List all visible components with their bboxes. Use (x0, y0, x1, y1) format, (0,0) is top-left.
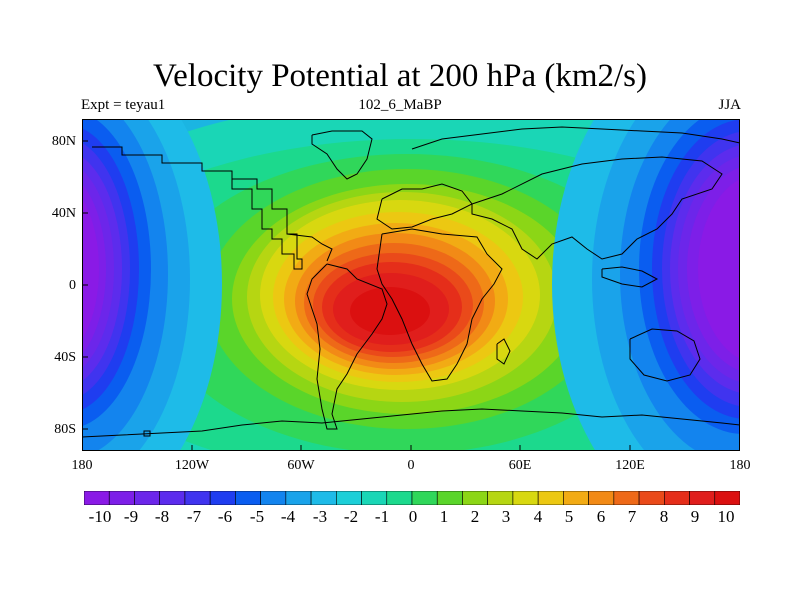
colorbar-label: -8 (154, 507, 170, 526)
colorbar-box (134, 491, 160, 505)
season-label: JJA (718, 97, 741, 113)
colorbar-label: 3 (501, 507, 511, 526)
colorbar-box (386, 491, 413, 505)
colorbar-box (436, 491, 463, 505)
colorbar-box (310, 491, 337, 505)
lat-label-80s: 80S (54, 422, 76, 437)
colorbar-box (235, 491, 261, 505)
experiment-label: Expt = teyau1 (81, 97, 166, 113)
colorbar-box (260, 491, 287, 505)
colorbar-box (664, 491, 690, 505)
colorbar-box (563, 491, 589, 505)
case-label: 102_6_MaBP (358, 97, 442, 113)
velocity-potential-map (82, 119, 740, 451)
colorbar-box (336, 491, 362, 505)
lon-label-60w: 60W (287, 458, 315, 473)
lat-label-40n: 40N (51, 206, 76, 221)
colorbar-label: 6 (596, 507, 606, 526)
colorbar-label: 10 (717, 507, 735, 526)
colorbar-label: 1 (439, 507, 449, 526)
colorbar-box (462, 491, 488, 505)
colorbar-label: -5 (249, 507, 265, 526)
colorbar-box (209, 491, 236, 505)
colorbar-box (184, 491, 211, 505)
colorbar-label: 5 (564, 507, 574, 526)
colorbar-label: -2 (343, 507, 359, 526)
colorbar-box (411, 491, 438, 505)
negative-anomaly-west (82, 119, 222, 451)
colorbar-label: -6 (217, 507, 233, 526)
colorbar-box (512, 491, 539, 505)
colorbar-box (588, 491, 615, 505)
colorbar-box (613, 491, 640, 505)
colorbar-box (638, 491, 665, 505)
colorbar-label: -1 (374, 507, 390, 526)
colorbar-label: 2 (470, 507, 480, 526)
lon-label-180e: 180 (729, 458, 751, 473)
colorbar-box (159, 491, 186, 505)
colorbar-box (361, 491, 388, 505)
colorbar-label: 9 (690, 507, 700, 526)
coastlines (82, 126, 740, 438)
colorbar-label: -10 (88, 507, 112, 526)
colorbar-box (714, 491, 740, 505)
colorbar-label: -9 (123, 507, 139, 526)
lon-label-0: 0 (407, 458, 415, 473)
colorbar-box (285, 491, 312, 505)
colorbar-label: -3 (312, 507, 328, 526)
colorbar-box (689, 491, 716, 505)
colorbar-label: 0 (408, 507, 418, 526)
axis-ticks (82, 140, 631, 451)
colorbar-box (537, 491, 564, 505)
lat-label-equator: 0 (69, 278, 76, 293)
colorbar-box (84, 491, 110, 505)
colorbar-label: 4 (533, 507, 543, 526)
colorbar-label: -7 (186, 507, 202, 526)
lon-label-60e: 60E (508, 458, 532, 473)
colorbar-label: -4 (280, 507, 296, 526)
colorbar (84, 491, 740, 505)
lon-label-120e: 120E (615, 458, 645, 473)
colorbar-label: 8 (659, 507, 669, 526)
plot-title: Velocity Potential at 200 hPa (km2/s) (152, 58, 648, 94)
lon-label-180w: 180 (71, 458, 93, 473)
colorbar-box (108, 491, 135, 505)
colorbar-box (487, 491, 514, 505)
lat-label-80n: 80N (51, 134, 76, 149)
lat-label-40s: 40S (54, 350, 76, 365)
colorbar-label: 7 (627, 507, 637, 526)
lon-label-120w: 120W (174, 458, 210, 473)
